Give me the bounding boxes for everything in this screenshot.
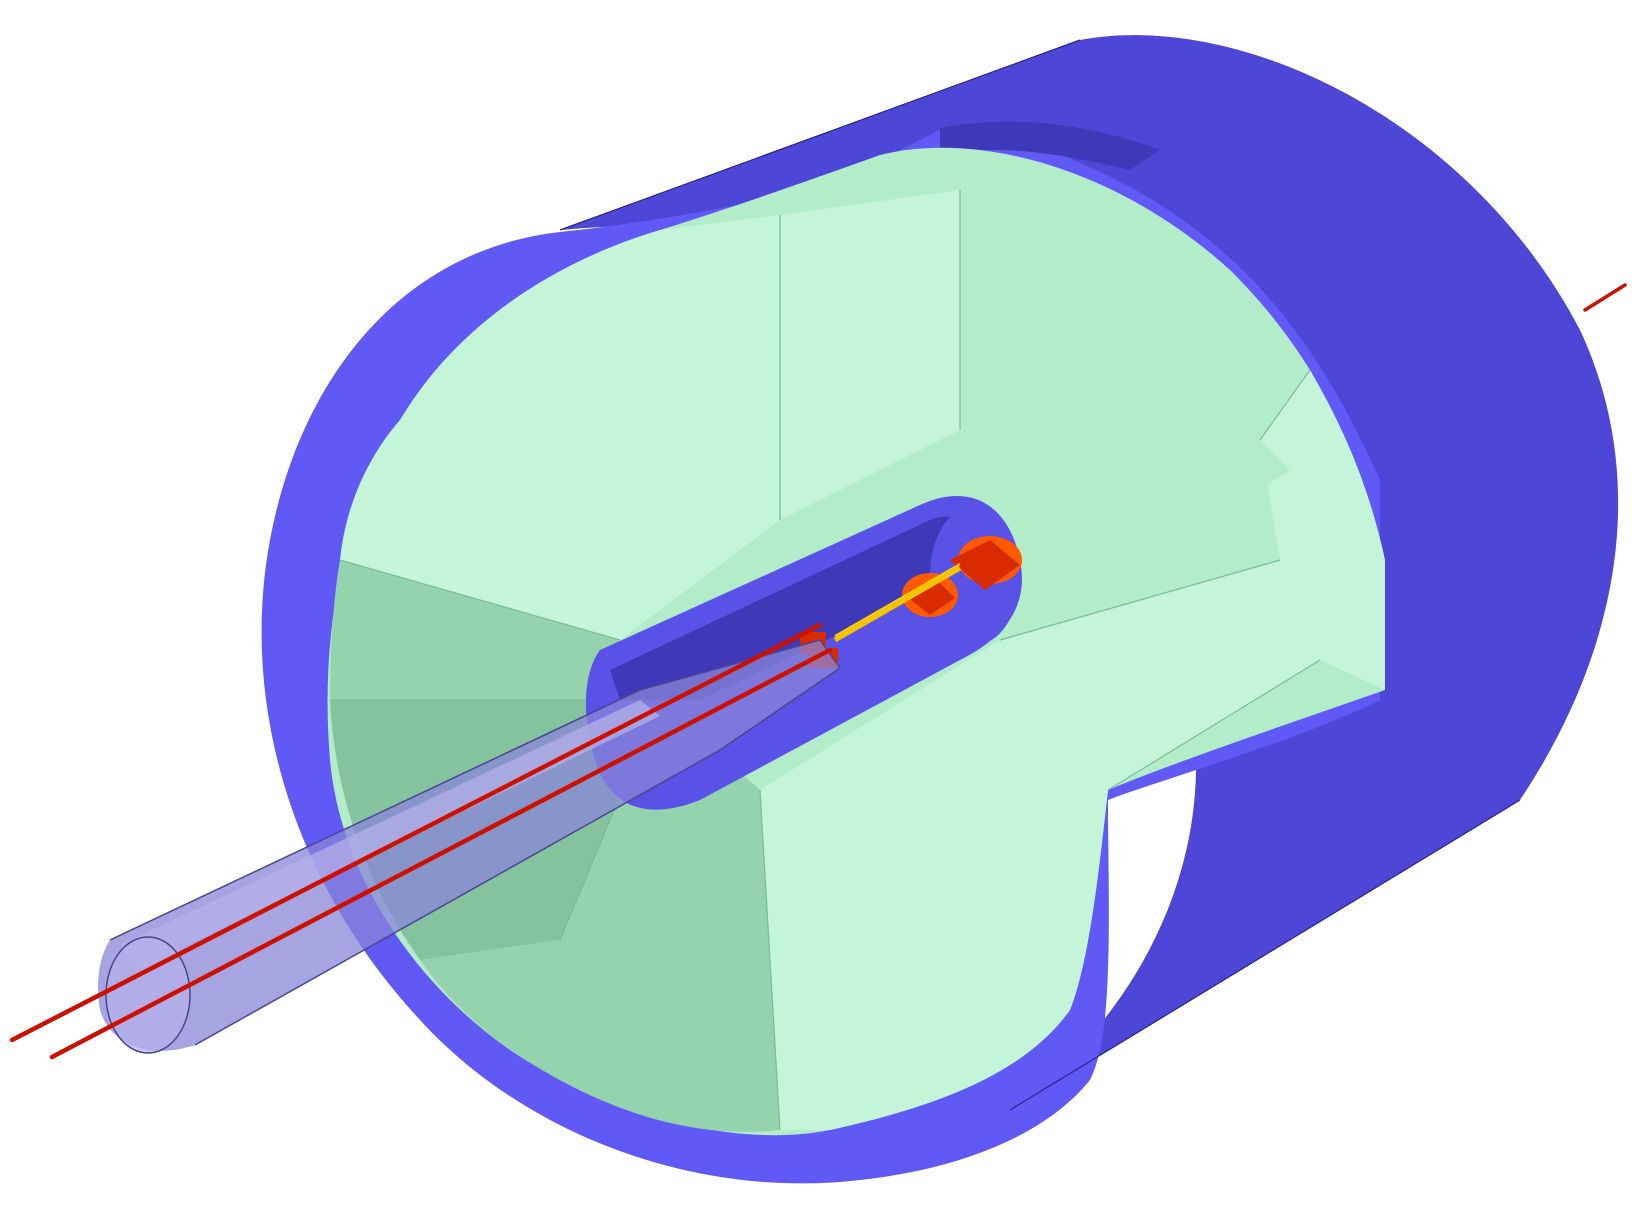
beam-pipe-mouth xyxy=(106,937,190,1053)
beam-lines xyxy=(9,283,1627,1060)
beam-line-upper xyxy=(9,622,823,1043)
target-cylinder-near-body xyxy=(905,578,955,615)
inner-slot-floor xyxy=(1020,440,1290,620)
inner-facet-bottom xyxy=(420,700,780,1132)
inner-facet-upper xyxy=(780,190,960,520)
outer-cylinder-side xyxy=(560,35,1619,1111)
target-rod-highlight xyxy=(834,563,961,637)
target-rod xyxy=(833,565,962,643)
inner-facet-upper-left xyxy=(340,215,780,640)
inner-facet-top-right xyxy=(960,190,1310,440)
inner-facet-left-dark xyxy=(330,560,660,700)
beam-line-exit xyxy=(1583,283,1627,312)
beam-pipe-edges xyxy=(105,639,842,1054)
inner-facet-right xyxy=(1260,370,1385,690)
core-tube-inner xyxy=(610,516,995,700)
beam-pipe-highlight xyxy=(120,700,660,968)
outer-cylinder-edges xyxy=(559,39,1521,1111)
beam-line-lower xyxy=(49,647,833,1060)
inner-facet-bottom-right xyxy=(760,640,1108,1130)
outer-cylinder-rim-band xyxy=(940,121,1160,170)
target-cylinder-far-body xyxy=(950,540,1020,590)
